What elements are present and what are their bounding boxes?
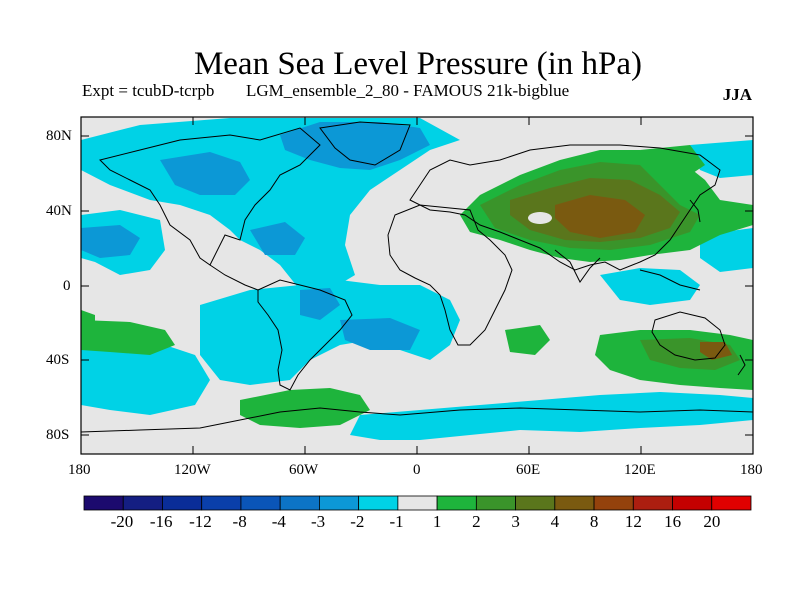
legend-label: -16 <box>149 512 173 531</box>
positive-region-southern-atlantic <box>240 388 370 428</box>
legend-label: -20 <box>110 512 134 531</box>
coastline-africa <box>387 204 513 346</box>
legend-label: 16 <box>664 512 682 531</box>
negative-region-south-atlantic <box>200 280 460 385</box>
legend-swatch <box>240 495 281 511</box>
legend-swatch <box>475 495 516 511</box>
axis-ticks <box>81 117 753 454</box>
contour-fields <box>81 117 753 454</box>
positive-region-asia-north <box>640 145 705 175</box>
legend-label: -4 <box>271 512 286 531</box>
ensemble-label: LGM_ensemble_2_80 - FAMOUS 21k-bigblue <box>246 81 570 100</box>
legend-swatch <box>83 495 124 511</box>
legend-swatch <box>515 495 556 511</box>
positive-region-asia-level4 <box>555 195 645 238</box>
coastline-north-america <box>99 127 321 266</box>
negative-region-south-atlantic-deep2 <box>340 318 420 350</box>
coastline-southeast-asia <box>639 269 701 291</box>
negative-region-indian <box>600 268 700 305</box>
neutral-patch-central-asia <box>528 212 552 224</box>
experiment-label: Expt = tcubD-tcrpb <box>82 81 215 100</box>
y-tick-label: 80S <box>46 427 70 443</box>
coastlines <box>80 121 754 433</box>
negative-region-greenland <box>280 122 430 170</box>
legend-swatch <box>358 495 399 511</box>
legend-label: 8 <box>589 512 599 531</box>
negative-region-pacific-west <box>690 140 753 178</box>
legend-label: -1 <box>389 512 404 531</box>
x-tick-label: 120W <box>174 462 211 478</box>
negative-region-southern-ocean-west <box>81 340 210 415</box>
legend-swatch <box>632 495 673 511</box>
negative-region-canada <box>160 152 250 195</box>
legend-label: 2 <box>472 512 481 531</box>
legend-label: 3 <box>511 512 520 531</box>
y-tick-label: 40S <box>46 352 70 368</box>
legend-label: -8 <box>232 512 247 531</box>
legend-swatch <box>436 495 477 511</box>
y-tick-label: 80N <box>46 128 72 144</box>
coastline-antarctica <box>80 407 754 433</box>
legend-swatch <box>711 495 752 511</box>
x-tick-label: 180 <box>68 462 91 478</box>
legend-label: 1 <box>432 512 442 531</box>
legend-swatch <box>593 495 634 511</box>
coastline-australia <box>651 311 726 361</box>
legend-swatch <box>554 495 595 511</box>
coastline-greenland <box>319 121 411 166</box>
legend-swatch <box>319 495 360 511</box>
y-tick-label: 0 <box>63 278 71 294</box>
coastline-new-zealand <box>737 354 746 376</box>
x-tick-label: 60E <box>516 462 541 478</box>
season-label: JJA <box>722 85 752 104</box>
legend-label: 4 <box>550 512 560 531</box>
legend-swatch <box>397 495 438 511</box>
negative-region-pacific-east-deep <box>81 225 140 258</box>
positive-region-south-pacific <box>81 320 175 355</box>
positive-region-south-africa <box>505 325 550 355</box>
x-tick-label: 0 <box>413 462 421 478</box>
legend-label: -12 <box>189 512 212 531</box>
negative-region-south-atlantic-deep <box>300 288 340 320</box>
legend-swatch <box>162 495 203 511</box>
coastline-india <box>554 249 601 283</box>
coastline-south-america <box>257 279 353 391</box>
legend-label: 12 <box>624 512 642 531</box>
legend-label: 20 <box>703 512 721 531</box>
coastline-central-america <box>209 264 259 291</box>
x-tick-label: 60W <box>289 462 319 478</box>
coastline-eurasia <box>409 144 721 271</box>
negative-region-atlantic-deep <box>250 222 305 255</box>
legend-label: -3 <box>311 512 326 531</box>
legend-swatch <box>122 495 163 511</box>
legend-swatch <box>672 495 713 511</box>
x-tick-label: 180 <box>740 462 763 478</box>
map-title: Mean Sea Level Pressure (in hPa) <box>193 46 643 82</box>
y-tick-label: 40N <box>46 203 72 219</box>
legend-swatch <box>201 495 242 511</box>
legend-swatch <box>279 495 320 511</box>
negative-region-tropical-east <box>700 228 753 272</box>
legend-label: -2 <box>350 512 365 531</box>
negative-region-southern-ocean <box>350 392 753 440</box>
x-tick-label: 120E <box>624 462 656 478</box>
coastline-japan <box>689 199 701 223</box>
